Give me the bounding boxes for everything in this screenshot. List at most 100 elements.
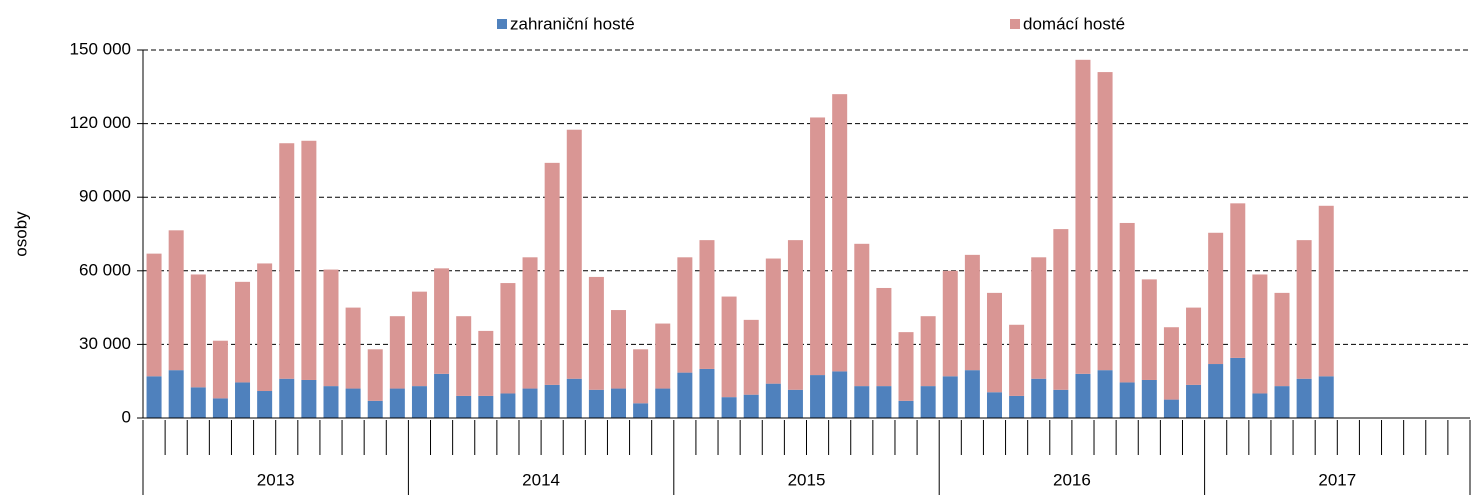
bar-segment <box>1141 279 1157 380</box>
bar-segment <box>633 403 649 418</box>
bar-segment <box>986 392 1002 418</box>
bar-segment <box>1318 376 1334 418</box>
bar-segment <box>1119 382 1135 418</box>
bar-segment <box>1208 232 1224 365</box>
bar-segment <box>920 316 936 387</box>
bar-segment <box>920 386 936 418</box>
bar-segment <box>323 386 339 418</box>
bar-segment <box>1274 292 1290 387</box>
bar-segment <box>1186 384 1202 418</box>
bar-segment <box>1296 240 1312 379</box>
bar-segment <box>810 375 826 418</box>
bar-segment <box>1252 393 1268 418</box>
bar-segment <box>389 316 405 389</box>
bar-segment <box>677 257 693 373</box>
bar-segment <box>1075 59 1091 374</box>
y-tick-label: 30 000 <box>79 334 131 353</box>
bar-segment <box>212 398 228 418</box>
y-tick-label: 150 000 <box>70 39 131 58</box>
bar-segment <box>876 287 892 387</box>
bar-segment <box>611 310 627 389</box>
y-tick-label: 120 000 <box>70 113 131 132</box>
bar-segment <box>1163 327 1179 400</box>
bar-segment <box>1274 386 1290 418</box>
bar-segment <box>898 400 914 418</box>
bar-segment <box>832 371 848 418</box>
legend-swatch <box>497 19 507 29</box>
bar-segment <box>478 330 494 396</box>
bar-segment <box>1230 357 1246 418</box>
year-label: 2016 <box>1053 470 1091 489</box>
bar-segment <box>743 394 759 418</box>
bar-segment <box>235 281 251 383</box>
bar-segment <box>633 349 649 404</box>
bar-segment <box>212 340 228 399</box>
bar-segment <box>323 269 339 387</box>
bar-segment <box>588 276 604 390</box>
year-label: 2014 <box>522 470 560 489</box>
y-tick-label: 90 000 <box>79 187 131 206</box>
bar-segment <box>345 307 361 389</box>
bar-segment <box>544 162 560 385</box>
bar-segment <box>301 140 317 380</box>
bar-segment <box>1318 205 1334 377</box>
bar-segment <box>942 270 958 377</box>
bar-segment <box>655 323 671 389</box>
bar-segment <box>986 292 1002 393</box>
bar-segment <box>1119 222 1135 383</box>
bar-segment <box>434 268 450 374</box>
bar-segment <box>566 129 582 379</box>
bar-segment <box>699 368 715 418</box>
bar-segment <box>411 386 427 418</box>
bar-segment <box>389 388 405 418</box>
bar-segment <box>1053 229 1069 390</box>
bar-segment <box>588 389 604 418</box>
bar-segment <box>964 254 980 371</box>
bar-segment <box>1252 274 1268 394</box>
bar-segment <box>257 391 273 418</box>
y-tick-label: 60 000 <box>79 260 131 279</box>
bar-segment <box>854 243 870 387</box>
bar-segment <box>456 316 472 396</box>
bar-segment <box>721 296 737 398</box>
year-label: 2013 <box>257 470 295 489</box>
bar-segment <box>566 378 582 418</box>
y-axis-label: osoby <box>11 211 30 257</box>
bar-segment <box>699 240 715 369</box>
bar-segment <box>765 258 781 384</box>
bar-segment <box>964 370 980 418</box>
legend-label: domácí hosté <box>1023 14 1125 33</box>
bar-segment <box>190 387 206 418</box>
bar-segment <box>146 376 162 418</box>
bar-segment <box>1031 378 1047 418</box>
bar-segment <box>257 263 273 392</box>
bar-segment <box>1053 389 1069 418</box>
bar-segment <box>1296 378 1312 418</box>
bar-segment <box>898 332 914 401</box>
bar-segment <box>611 388 627 418</box>
legend-swatch <box>1010 19 1020 29</box>
bar-segment <box>1141 379 1157 418</box>
bar-segment <box>1163 399 1179 418</box>
bar-segment <box>235 382 251 418</box>
bar-segment <box>367 400 383 418</box>
bar-segment <box>500 283 516 394</box>
bar-segment <box>1031 257 1047 379</box>
year-label: 2017 <box>1318 470 1356 489</box>
bar-segment <box>787 240 803 390</box>
bar-segment <box>743 319 759 395</box>
bar-segment <box>1208 364 1224 418</box>
bar-segment <box>522 257 538 389</box>
bar-segment <box>1097 370 1113 418</box>
bar-segment <box>367 349 383 401</box>
bar-segment <box>876 386 892 418</box>
bar-segment <box>522 388 538 418</box>
bar-segment <box>1009 395 1025 418</box>
bar-segment <box>146 253 162 377</box>
bar-segment <box>168 370 184 418</box>
bar-segment <box>721 397 737 418</box>
bar-segment <box>279 143 295 379</box>
bar-segment <box>942 376 958 418</box>
bar-segment <box>832 94 848 372</box>
